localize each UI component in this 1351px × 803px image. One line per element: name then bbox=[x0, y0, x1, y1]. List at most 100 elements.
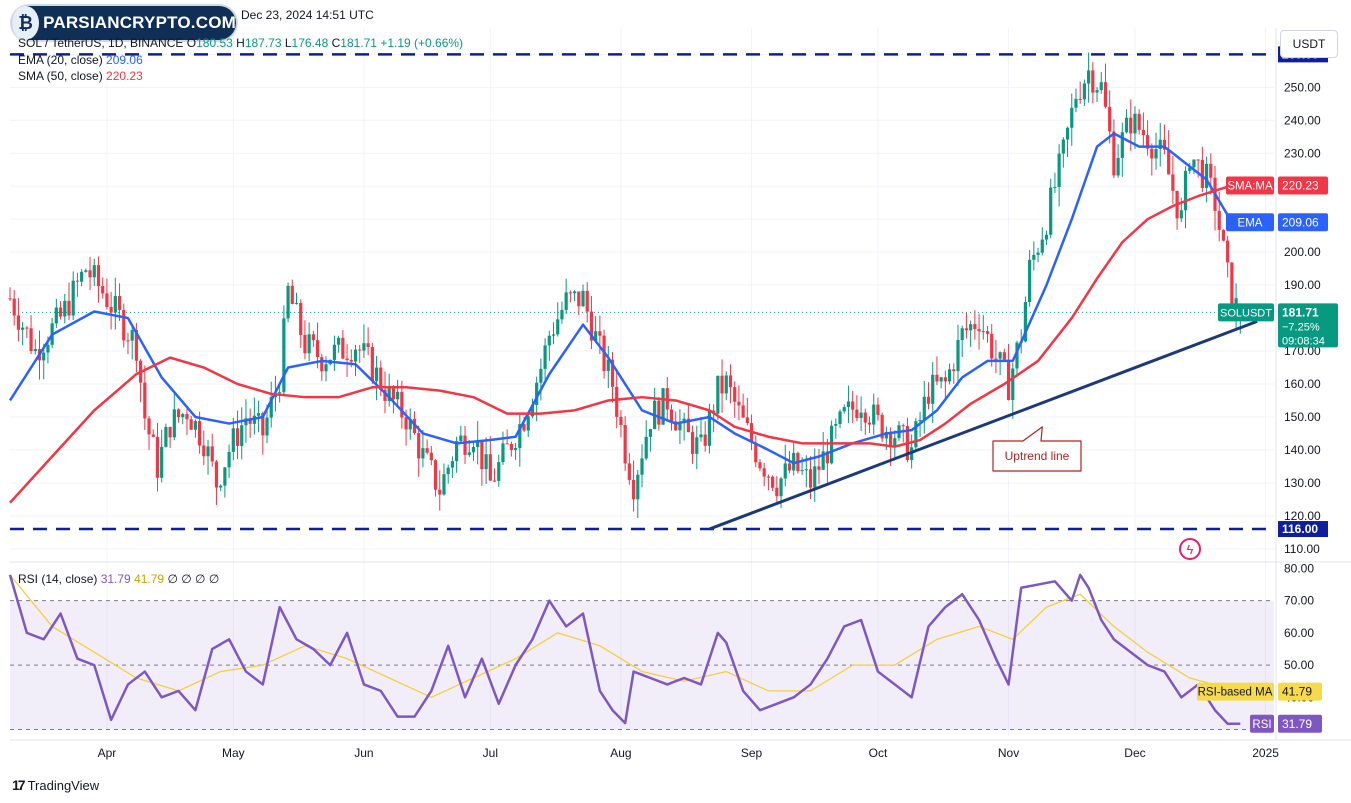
rsi-legend[interactable]: RSI (14, close) 31.79 41.79 ∅ ∅ ∅ ∅ bbox=[18, 572, 219, 586]
candle-body bbox=[669, 409, 674, 422]
price-tick-label: 170.00 bbox=[1284, 344, 1321, 358]
time-tick-label: Oct bbox=[869, 746, 888, 760]
candle-body bbox=[716, 375, 720, 414]
tradingview-logo[interactable]: 17 TradingView bbox=[12, 777, 99, 793]
time-tick-label: Dec bbox=[1124, 746, 1145, 760]
annotation-callout bbox=[992, 426, 1082, 472]
candle-body bbox=[619, 416, 623, 425]
candle-body bbox=[589, 311, 594, 341]
candle-body bbox=[63, 300, 67, 317]
candle-body bbox=[1120, 132, 1124, 158]
candle-body bbox=[893, 438, 897, 448]
candle-body bbox=[973, 324, 977, 330]
candle-body bbox=[193, 421, 197, 430]
currency-button[interactable]: USDT bbox=[1280, 30, 1338, 58]
candle-body bbox=[1167, 149, 1171, 175]
candle-body bbox=[855, 409, 859, 418]
candle-body bbox=[615, 386, 619, 417]
candle-body bbox=[282, 318, 286, 393]
candle-body bbox=[117, 296, 122, 310]
candle-body bbox=[686, 418, 690, 433]
candle-body bbox=[471, 447, 476, 453]
candle-body bbox=[147, 418, 151, 435]
tradingview-brand: TradingView bbox=[27, 777, 100, 793]
candle-body bbox=[766, 476, 770, 478]
sma-legend[interactable]: SMA (50, close) 220.23 bbox=[18, 69, 143, 83]
candle-body bbox=[1074, 98, 1078, 108]
candle-body bbox=[804, 469, 808, 471]
candle-body bbox=[1103, 82, 1108, 107]
candle-body bbox=[1221, 229, 1226, 241]
rsi-tag-value-bg bbox=[1278, 714, 1322, 733]
datetime-stamp: Dec 23, 2024 14:51 UTC bbox=[241, 8, 374, 22]
candle-body bbox=[1146, 135, 1150, 149]
close-value: 181.71 bbox=[340, 36, 377, 50]
watermark-logo: ₿ PARSIANCRYPTO.COM bbox=[12, 6, 236, 40]
candle-body bbox=[109, 306, 113, 313]
candle-body bbox=[1011, 368, 1015, 400]
candle-body bbox=[779, 478, 783, 497]
candle-body bbox=[488, 454, 492, 481]
price-tick-label: 240.00 bbox=[1284, 113, 1321, 127]
candle-body bbox=[522, 424, 526, 431]
candle-body bbox=[130, 330, 134, 341]
ema-legend[interactable]: EMA (20, close) 209.06 bbox=[18, 53, 143, 67]
candle-body bbox=[315, 340, 320, 358]
candle-body bbox=[901, 425, 905, 427]
candle-body bbox=[674, 421, 678, 431]
candle-body bbox=[122, 309, 126, 341]
change-value: +1.19 (+0.66%) bbox=[380, 36, 464, 50]
candle-body bbox=[1158, 139, 1162, 150]
candle-body bbox=[155, 436, 160, 478]
candle-body bbox=[505, 443, 509, 445]
candle-body bbox=[374, 367, 379, 382]
candle-body bbox=[303, 334, 307, 354]
candle-body bbox=[84, 270, 88, 272]
last-tag-value: 181.71 bbox=[1282, 305, 1319, 319]
candle-body bbox=[235, 428, 240, 446]
candle-body bbox=[442, 474, 446, 495]
candle-body bbox=[1040, 239, 1044, 253]
candle-body bbox=[459, 435, 463, 442]
rsi-extra-values: ∅ ∅ ∅ ∅ bbox=[167, 572, 220, 586]
candle-body bbox=[627, 463, 631, 480]
symbol-title[interactable]: SOL / TetherUS, 1D, BINANCE bbox=[18, 36, 184, 50]
annotation-text: Uptrend line bbox=[1005, 449, 1070, 463]
candle-body bbox=[446, 467, 450, 475]
candle-body bbox=[1129, 117, 1133, 134]
candle-body bbox=[699, 434, 703, 438]
candle-body bbox=[370, 347, 374, 382]
candle-body bbox=[977, 329, 981, 332]
candle-body bbox=[198, 421, 202, 446]
candle-body bbox=[210, 446, 214, 462]
candle-body bbox=[876, 404, 880, 415]
candle-body bbox=[1162, 139, 1167, 150]
candle-body bbox=[935, 374, 939, 382]
candle-body bbox=[1183, 170, 1188, 211]
candle-body bbox=[16, 315, 21, 330]
candle-body bbox=[67, 300, 71, 316]
candle-body bbox=[58, 307, 63, 317]
candle-body bbox=[741, 405, 745, 418]
candle-body bbox=[775, 487, 779, 497]
candle-body bbox=[1171, 174, 1175, 191]
candle-body bbox=[383, 389, 387, 401]
candle-body bbox=[530, 405, 535, 417]
last-tag-countdown: 09:08:34 bbox=[1282, 335, 1325, 347]
candle-body bbox=[1150, 148, 1154, 159]
uptrend-line bbox=[708, 319, 1258, 531]
candle-body bbox=[269, 397, 273, 418]
candle-body bbox=[918, 419, 922, 422]
price-tick-label: 250.00 bbox=[1284, 80, 1321, 94]
candle-body bbox=[286, 285, 290, 319]
candle-body bbox=[168, 426, 172, 438]
candle-body bbox=[497, 462, 501, 481]
candle-body bbox=[1015, 342, 1019, 369]
flash-icon[interactable]: ϟ bbox=[1179, 538, 1201, 560]
sma-label: SMA (50, close) bbox=[18, 69, 103, 83]
candle-body bbox=[480, 440, 484, 470]
candle-body bbox=[1065, 127, 1070, 140]
candle-body bbox=[880, 414, 884, 439]
candle-body bbox=[408, 418, 412, 430]
